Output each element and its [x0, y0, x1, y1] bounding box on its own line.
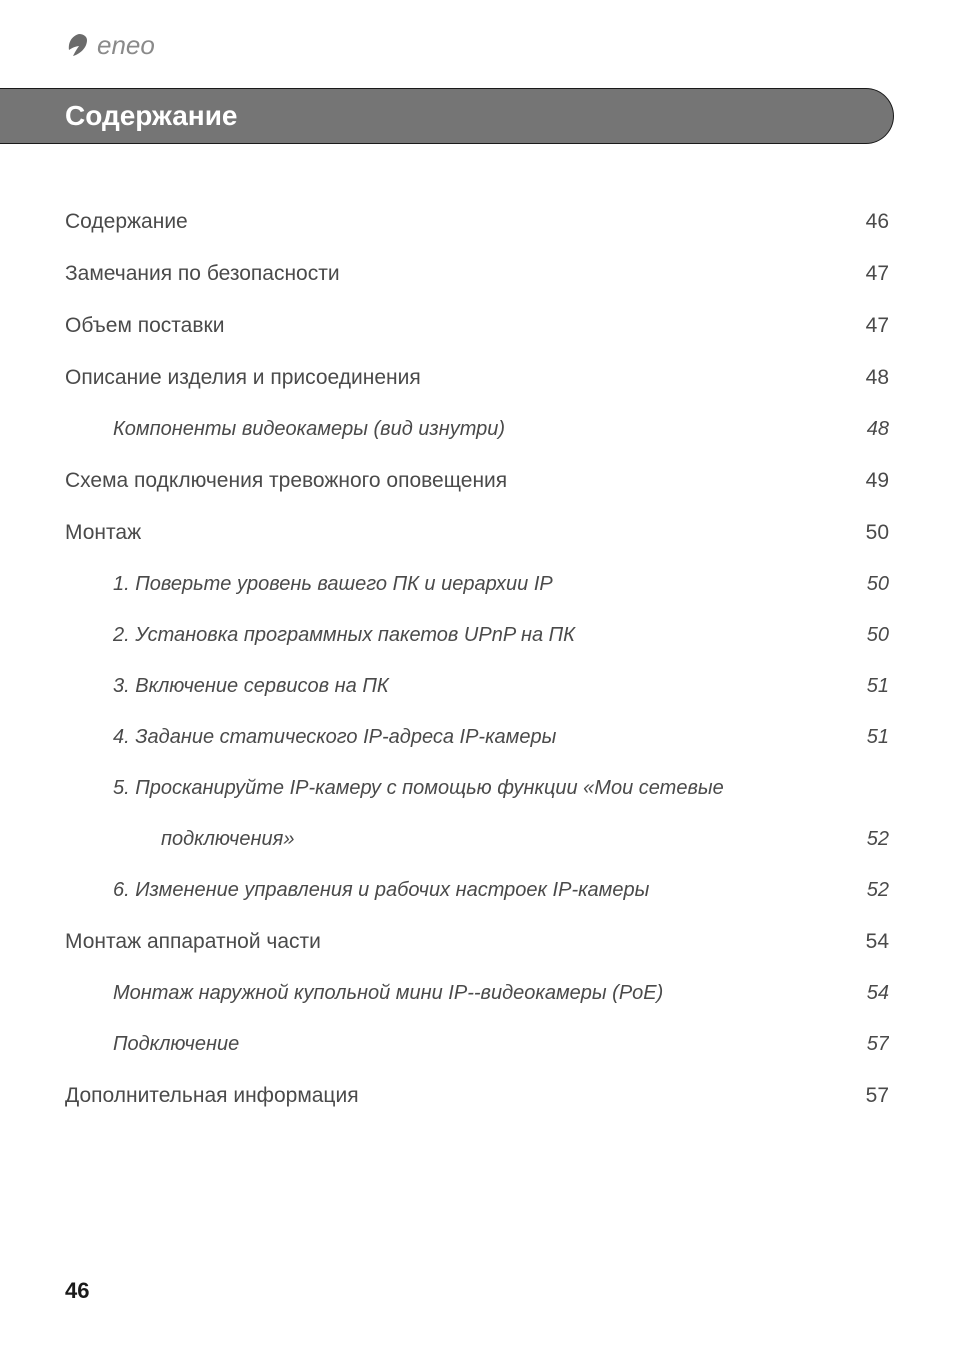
toc-entry: Схема подключения тревожного оповещения … — [65, 469, 889, 493]
toc-label: Дополнительная информация — [65, 1084, 359, 1108]
section-header-bar: Содержание — [0, 88, 894, 144]
brand-logo: eneo — [65, 30, 155, 61]
toc-entry: Монтаж аппаратной части 54 — [65, 930, 889, 954]
toc-page: 48 — [867, 418, 889, 441]
toc-label: Описание изделия и присоединения — [65, 366, 421, 390]
toc-label: 2. Установка программных пакетов UPnP на… — [113, 624, 575, 647]
toc-entry: Дополнительная информация 57 — [65, 1084, 889, 1108]
toc-label: 4. Задание статического IP-адреса IP-кам… — [113, 726, 556, 749]
toc-page: 52 — [867, 879, 889, 902]
toc-entry: Содержание 46 — [65, 210, 889, 234]
toc-label: Монтаж аппаратной части — [65, 930, 321, 954]
toc-page: 47 — [866, 262, 889, 286]
toc-label: Замечания по безопасности — [65, 262, 340, 286]
toc-page: 51 — [867, 726, 889, 749]
toc-label: 6. Изменение управления и рабочих настро… — [113, 879, 649, 902]
toc-label: Компоненты видеокамеры (вид изнутри) — [113, 418, 505, 441]
page-number: 46 — [65, 1278, 89, 1304]
toc-entry: Описание изделия и присоединения 48 — [65, 366, 889, 390]
brand-text: eneo — [97, 30, 155, 61]
toc-entry: Компоненты видеокамеры (вид изнутри) 48 — [65, 418, 889, 441]
toc-label: 5. Просканируйте IP-камеру с помощью фун… — [113, 777, 724, 799]
toc-entry: 2. Установка программных пакетов UPnP на… — [65, 624, 889, 647]
toc-entry: Замечания по безопасности 47 — [65, 262, 889, 286]
toc-entry: Монтаж 50 — [65, 521, 889, 545]
toc-page: 54 — [866, 930, 889, 954]
toc-label: Схема подключения тревожного оповещения — [65, 469, 507, 493]
toc-page: 57 — [866, 1084, 889, 1108]
table-of-contents: Содержание46Замечания по безопасности47О… — [65, 210, 889, 1136]
toc-entry: Объем поставки 47 — [65, 314, 889, 338]
leaf-icon — [65, 32, 93, 60]
toc-page: 52 — [867, 828, 889, 851]
toc-label: Монтаж — [65, 521, 141, 545]
toc-label: 1. Поверьте уровень вашего ПК и иерархии… — [113, 573, 553, 596]
toc-page: 48 — [866, 366, 889, 390]
section-title: Содержание — [65, 100, 238, 132]
toc-page: 50 — [866, 521, 889, 545]
toc-label: Монтаж наружной купольной мини IP--видео… — [113, 982, 663, 1005]
toc-label: Содержание — [65, 210, 188, 234]
toc-page: 50 — [867, 624, 889, 647]
toc-label: Объем поставки — [65, 314, 224, 338]
toc-entry: 4. Задание статического IP-адреса IP-кам… — [65, 726, 889, 749]
toc-label: Подключение — [113, 1033, 239, 1056]
toc-page: 51 — [867, 675, 889, 698]
toc-label: 3. Включение сервисов на ПК — [113, 675, 389, 698]
toc-entry: 6. Изменение управления и рабочих настро… — [65, 879, 889, 902]
toc-entry: 1. Поверьте уровень вашего ПК и иерархии… — [65, 573, 889, 596]
toc-entry: 5. Просканируйте IP-камеру с помощью фун… — [65, 777, 889, 800]
toc-page: 47 — [866, 314, 889, 338]
toc-entry: 3. Включение сервисов на ПК 51 — [65, 675, 889, 698]
toc-page: 57 — [867, 1033, 889, 1056]
toc-page: 50 — [867, 573, 889, 596]
toc-page: 54 — [867, 982, 889, 1005]
toc-label: подключения» — [161, 828, 294, 851]
toc-page: 46 — [866, 210, 889, 234]
toc-entry: подключения» 52 — [65, 828, 889, 851]
toc-page: 49 — [866, 469, 889, 493]
toc-entry: Подключение 57 — [65, 1033, 889, 1056]
toc-entry: Монтаж наружной купольной мини IP--видео… — [65, 982, 889, 1005]
